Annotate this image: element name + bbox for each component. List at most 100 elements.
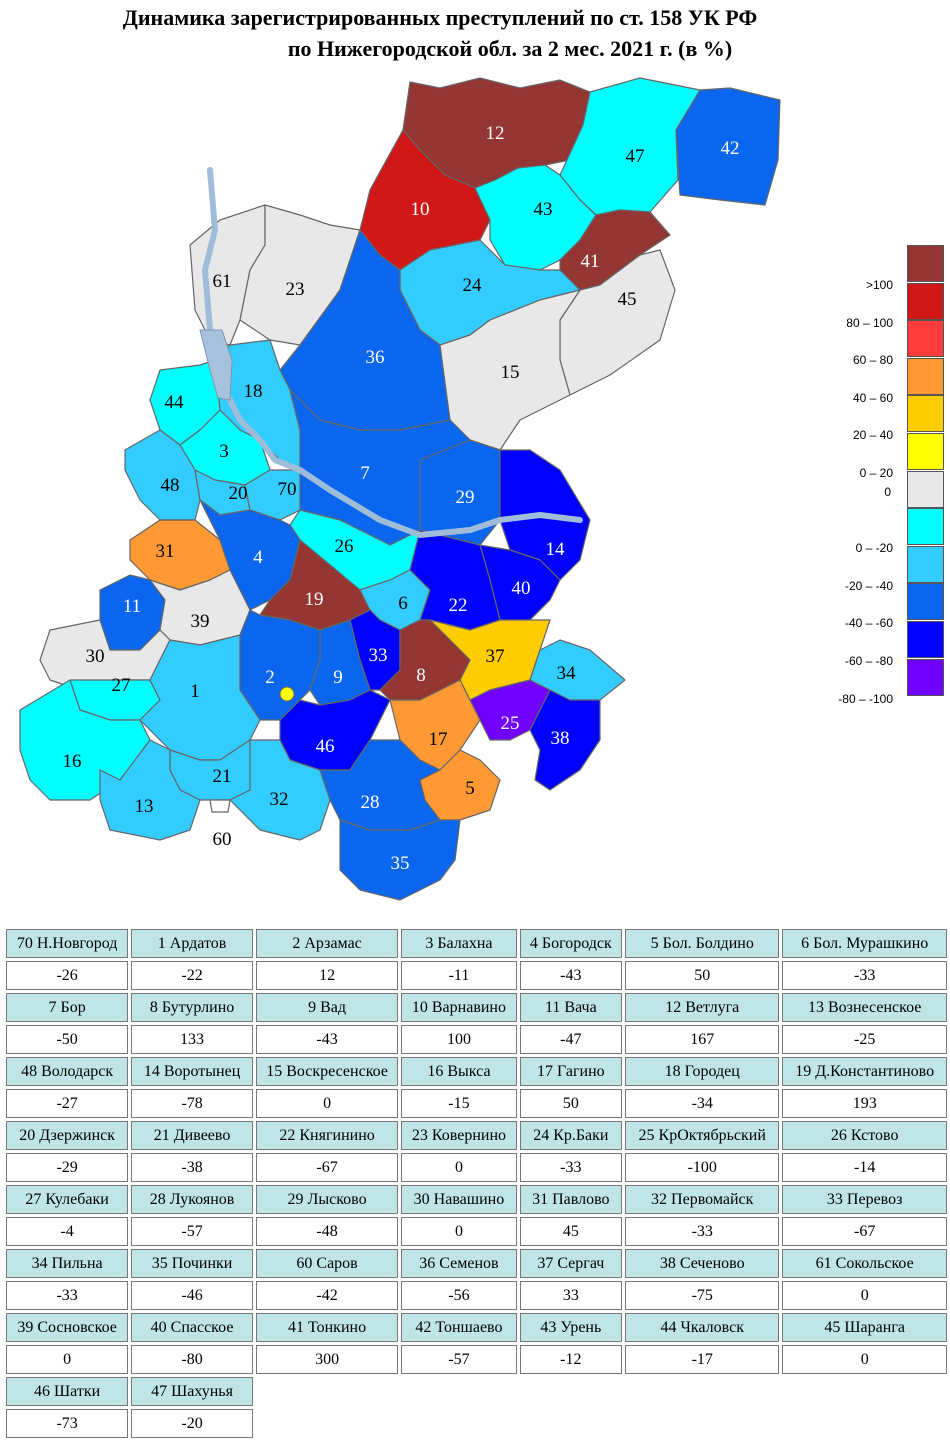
legend-label: 40 – 60	[852, 390, 893, 405]
legend-swatch	[907, 658, 944, 696]
district-name-cell: 34 Пильна	[6, 1249, 129, 1278]
district-label-43: 43	[534, 199, 553, 220]
district-value-cell: -43	[519, 961, 623, 990]
district-label-8: 8	[416, 665, 426, 686]
district-label-19: 19	[305, 589, 324, 610]
district-name-cell: 12 Ветлуга	[625, 993, 780, 1022]
district-label-1: 1	[190, 681, 200, 702]
district-label-31: 31	[156, 541, 175, 562]
district-name-cell: 48 Володарск	[6, 1057, 129, 1086]
district-label-17: 17	[429, 729, 448, 750]
district-38	[529, 689, 601, 791]
district-value-cell: -34	[625, 1089, 780, 1118]
district-label-46: 46	[316, 736, 335, 757]
district-name-cell: 18 Городец	[625, 1057, 780, 1086]
district-name-cell: 8 Бутурлино	[131, 993, 253, 1022]
district-name-cell: 22 Княгинино	[255, 1121, 399, 1150]
district-value-cell: 33	[519, 1281, 623, 1310]
district-label-33: 33	[369, 645, 388, 666]
district-name-cell: 70 Н.Новгород	[6, 929, 129, 958]
legend-label: -80 – -100	[838, 691, 893, 706]
district-name-cell: 1 Ардатов	[131, 929, 253, 958]
district-value-cell: -75	[625, 1281, 780, 1310]
district-value-cell: -17	[625, 1345, 780, 1374]
district-name-cell: 16 Выкса	[401, 1057, 517, 1086]
district-label-21: 21	[213, 766, 232, 787]
legend-swatch	[907, 545, 944, 583]
district-name-cell: 31 Павлово	[519, 1185, 623, 1214]
empty-cell	[401, 1409, 516, 1438]
district-name-cell: 40 Спасское	[131, 1313, 253, 1342]
district-value-cell: -33	[625, 1217, 780, 1246]
district-value-cell: 0	[401, 1153, 517, 1182]
district-label-38: 38	[551, 728, 570, 749]
district-name-cell: 23 Ковернино	[401, 1121, 517, 1150]
district-value-cell: -67	[782, 1217, 947, 1246]
district-name-cell: 6 Бол. Мурашкино	[782, 929, 947, 958]
district-value-cell: -38	[131, 1153, 253, 1182]
district-value-cell: -12	[519, 1345, 623, 1374]
empty-cell	[520, 1409, 622, 1438]
table-value-row: -26 -22 12 -11 -43 50 -33	[6, 961, 947, 990]
district-label-25: 25	[501, 713, 520, 734]
table-name-row: 27 Кулебаки 28 Лукоянов 29 Лысково 30 Наваш…	[6, 1185, 947, 1214]
district-value-cell: -78	[131, 1089, 253, 1118]
gorky-reservoir	[199, 329, 233, 401]
district-polygons	[19, 77, 781, 901]
district-value-cell: 300	[255, 1345, 399, 1374]
district-value-cell: -14	[782, 1153, 947, 1182]
district-name-cell: 27 Кулебаки	[6, 1185, 129, 1214]
district-label-20: 20	[229, 483, 248, 504]
district-name-cell: 44 Чкаловск	[625, 1313, 780, 1342]
district-5	[419, 749, 501, 821]
district-label-6: 6	[398, 593, 408, 614]
district-value-cell: -48	[255, 1217, 399, 1246]
district-value-cell: -73	[6, 1409, 129, 1438]
district-label-11: 11	[123, 596, 141, 617]
district-name-cell: 37 Сергач	[519, 1249, 623, 1278]
table-name-row: 20 Дзержинск 21 Дивеево 22 Княгинино 23 Ков…	[6, 1121, 947, 1150]
legend-label: 60 – 80	[852, 353, 893, 368]
district-label-48: 48	[161, 475, 180, 496]
empty-cell	[256, 1409, 398, 1438]
district-label-37: 37	[486, 646, 505, 667]
district-value-cell: -15	[401, 1089, 517, 1118]
district-label-27: 27	[112, 675, 131, 696]
district-name-cell: 10 Варнавино	[401, 993, 517, 1022]
district-label-3: 3	[219, 441, 229, 462]
district-value-cell: -43	[255, 1025, 399, 1054]
district-name-cell: 33 Перевоз	[782, 1185, 947, 1214]
legend-label: -40 – -60	[844, 616, 893, 631]
legend-swatch	[907, 433, 944, 470]
district-label-24: 24	[463, 275, 483, 296]
district-42	[675, 87, 781, 206]
legend-swatch	[907, 508, 944, 546]
district-35	[339, 819, 461, 901]
district-name-cell: 20 Дзержинск	[6, 1121, 129, 1150]
district-label-44: 44	[165, 392, 185, 413]
district-name-cell: 29 Лысково	[255, 1185, 399, 1214]
district-29	[419, 439, 501, 546]
district-13	[99, 739, 201, 841]
district-value-cell: 0	[401, 1217, 517, 1246]
district-label-7: 7	[360, 463, 370, 484]
district-value-cell: -56	[401, 1281, 517, 1310]
district-value-cell: 0	[782, 1345, 947, 1374]
legend-swatch	[907, 621, 944, 658]
district-label-4: 4	[253, 547, 263, 568]
district-value-cell: -4	[6, 1217, 129, 1246]
district-value-cell: -33	[6, 1281, 129, 1310]
district-48	[124, 429, 201, 521]
district-label-30: 30	[86, 646, 105, 667]
legend-swatch	[907, 320, 944, 358]
district-name-cell: 42 Тоншаево	[401, 1313, 517, 1342]
district-label-35: 35	[391, 853, 410, 874]
district-label-28: 28	[361, 792, 380, 813]
district-values-table: 70 Н.Новгород 1 Ардатов 2 Арзамас 3 Балахна…	[3, 926, 950, 1441]
district-value-cell: -20	[131, 1409, 253, 1438]
district-value-cell: 0	[255, 1089, 399, 1118]
table-name-row: 34 Пильна 35 Починки 60 Саров 36 Семенов 37 …	[6, 1249, 947, 1278]
district-name-cell: 2 Арзамас	[255, 929, 399, 958]
district-name-cell: 21 Дивеево	[131, 1121, 253, 1150]
color-legend: >100 80 – 100 60 – 80 40 – 60 20 – 40 0 – 20 0…	[820, 245, 950, 706]
